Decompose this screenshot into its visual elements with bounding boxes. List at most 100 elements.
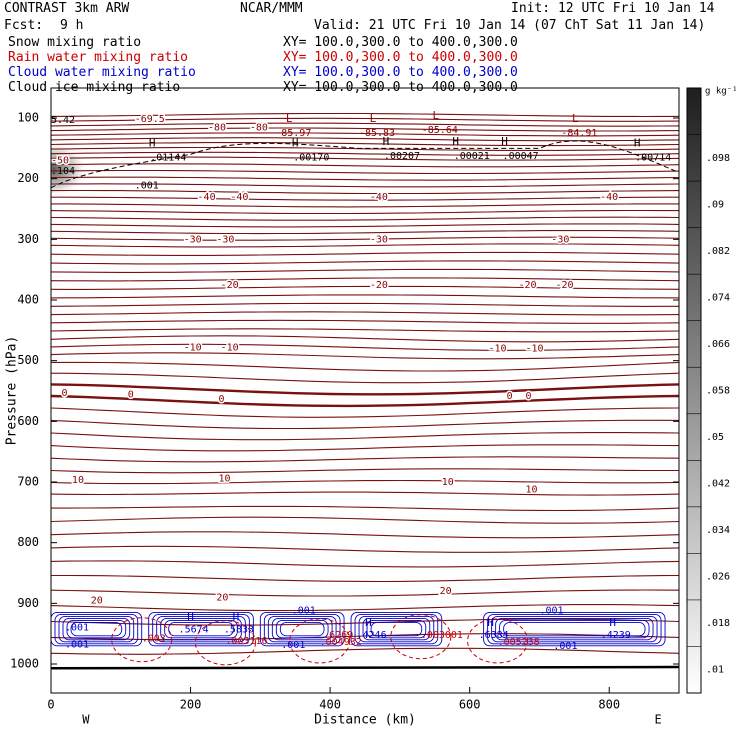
- cloud-water-contour: [499, 619, 650, 639]
- colorbar-label: .042: [706, 479, 730, 490]
- isotherm-line: [51, 335, 679, 343]
- cloud-water-contour: [168, 621, 234, 637]
- snow-high-marker: H: [292, 136, 299, 149]
- cloud-water-high-value: .6384: [479, 630, 509, 641]
- isotherm-line: [51, 319, 679, 324]
- isotherm-line: [51, 230, 679, 235]
- isotherm-label: 20: [440, 586, 452, 597]
- isotherm-line: [51, 589, 679, 597]
- isotherm-line: [51, 169, 679, 175]
- isotherm-line: [51, 251, 679, 256]
- isotherm-line: [51, 545, 679, 553]
- cloud-water-contour: [362, 617, 431, 641]
- low-center-value: -85.97: [275, 128, 311, 139]
- y-axis-label: Pressure (hPa): [5, 336, 20, 446]
- rain-high-value: .6269: [323, 630, 353, 641]
- isotherm-line: [51, 209, 679, 215]
- isotherm-label: 20: [91, 595, 103, 606]
- y-tick-label: 300: [17, 232, 39, 246]
- x-tick-label: 400: [319, 698, 341, 712]
- y-tick-label: 700: [17, 475, 39, 489]
- colorbar-label: .098: [706, 153, 730, 164]
- cloud-water-contour: [503, 621, 646, 637]
- isotherm-label: 0: [128, 390, 134, 401]
- west-label: W: [82, 713, 90, 727]
- legend-cloud-water-xy: XY= 100.0,300.0 to 400.0,300.0: [283, 65, 518, 80]
- y-tick-label: 600: [17, 414, 39, 428]
- cloud-water-label: .001: [539, 606, 563, 617]
- title-left: CONTRAST 3km ARW: [4, 1, 130, 16]
- x-tick-label: 200: [180, 698, 202, 712]
- snow-high-value: .01144: [150, 152, 186, 163]
- cloud-water-contour: [491, 615, 658, 643]
- snow-high-value: .00170: [293, 152, 329, 163]
- isotherm-line: [51, 574, 679, 583]
- isotherm-line: [51, 236, 679, 241]
- snow-high-marker: H: [149, 136, 156, 149]
- low-center-marker: L: [286, 112, 293, 125]
- rain-high-value: .003116: [225, 636, 267, 647]
- cloud-water-high-marker: H: [233, 610, 240, 623]
- snow-high-marker: H: [383, 135, 390, 148]
- isotherm-line: [51, 117, 679, 122]
- cloud-water-contour: [267, 615, 337, 643]
- cloud-water-high-value: .5833: [224, 624, 254, 635]
- isotherm-line: [51, 343, 679, 351]
- cloud-water-label: .001: [65, 623, 89, 634]
- snow-contour-label: .104: [51, 166, 75, 177]
- cloud-water-high-value: .4239: [601, 630, 631, 641]
- fcst-label: Fcst:: [4, 18, 44, 33]
- low-center-marker: L: [572, 112, 579, 125]
- isotherm-label: -30: [551, 234, 569, 245]
- y-tick-label: 800: [17, 535, 39, 549]
- isotherm-label: -80: [208, 123, 226, 134]
- isotherm-label: 10: [72, 475, 84, 486]
- snow-high-value: .00047: [503, 151, 539, 162]
- snow-high-marker: H: [452, 135, 459, 148]
- isotherm-line: [51, 142, 679, 147]
- isotherm-line: [51, 196, 679, 201]
- cloud-water-contour: [354, 613, 439, 645]
- isotherm-line: [51, 132, 679, 137]
- title-center: NCAR/MMM: [240, 1, 303, 16]
- fcst-value: 9 h: [60, 18, 84, 33]
- isotherm-line: [51, 285, 679, 290]
- colorbar-label: .066: [706, 339, 730, 350]
- cloud-water-contour: [156, 615, 246, 643]
- isotherm-label: -10: [489, 344, 507, 355]
- isotherm-line: [51, 531, 679, 539]
- rain-contour: [111, 617, 173, 663]
- legend-rain-xy: XY= 100.0,300.0 to 400.0,300.0: [283, 50, 518, 65]
- isotherm-line: [51, 294, 679, 299]
- colorbar: [686, 87, 702, 694]
- y-tick-label: 100: [17, 111, 39, 125]
- colorbar-label: .09: [706, 199, 724, 210]
- cloud-water-contour: [148, 611, 254, 647]
- colorbar-label: .01: [706, 665, 724, 676]
- isotherm-line: [51, 479, 679, 485]
- low-center-marker: L: [432, 109, 439, 122]
- y-tick-label: 1000: [10, 657, 39, 671]
- isotherm-line: [51, 243, 679, 248]
- cloud-water-high-marker: H: [187, 610, 194, 623]
- cloud-water-contour: [358, 615, 435, 643]
- low-center-marker: L: [370, 112, 377, 125]
- isotherm-line: [51, 311, 679, 316]
- isotherm-label: 10: [218, 473, 230, 484]
- isotherm-label: -10: [221, 342, 239, 353]
- cloud-water-label: .001: [281, 640, 305, 651]
- low-center-value: -85.83: [359, 128, 395, 139]
- cloud-water-contour: [54, 613, 139, 645]
- cloud-water-contour: [495, 617, 654, 641]
- colorbar-unit: g kg⁻¹: [705, 87, 738, 97]
- snow-contour: [51, 140, 679, 189]
- isotherm-label: -80: [250, 123, 268, 134]
- rain-high-value: .005238: [498, 637, 540, 648]
- isotherm-line: [51, 432, 679, 441]
- rain-high-value: .003: [142, 634, 166, 645]
- cloud-water-label: .001: [65, 640, 89, 651]
- snow-contour-label: 5.42: [51, 115, 75, 126]
- cloud-water-high-value: .4246: [356, 630, 386, 641]
- isotherm-line: [51, 419, 679, 430]
- isotherm-line: [51, 618, 679, 626]
